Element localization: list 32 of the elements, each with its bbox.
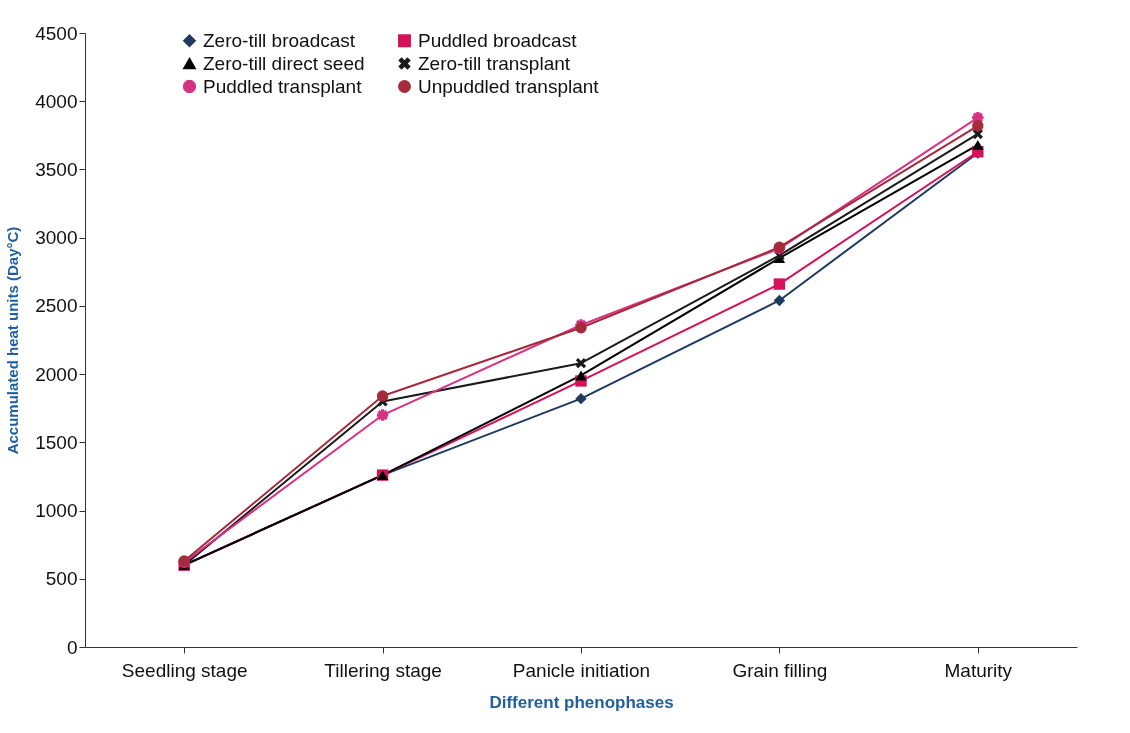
y-tick-label: 3000 (35, 227, 78, 249)
point (972, 120, 984, 132)
legend-label: Zero-till direct seed (203, 52, 365, 74)
legend-label: Zero-till broadcast (203, 29, 356, 51)
point (376, 390, 389, 402)
y-tick-label: 4500 (35, 22, 78, 44)
y-tick-label: 2500 (35, 295, 78, 317)
point (575, 370, 587, 381)
point (575, 358, 587, 369)
legend-label: Puddled transplant (203, 75, 363, 97)
y-axis-title: Accumulated heat units (Day°C) (4, 226, 22, 455)
point (773, 294, 786, 307)
legend-label: Puddled broadcast (418, 29, 578, 51)
y-tick-label: 2000 (35, 363, 78, 385)
y-tick-label: 4000 (35, 90, 78, 112)
legend-label: Zero-till transplant (418, 52, 571, 74)
y-tick-label: 0 (66, 636, 78, 658)
x-tick-label: Seedling stage (121, 659, 248, 681)
y-tick-label: 3500 (35, 158, 78, 180)
point (972, 128, 983, 140)
y-tick-label: 500 (45, 568, 78, 590)
y-tick-label: 1500 (35, 431, 78, 453)
x-tick-label: Tillering stage (324, 659, 442, 681)
legend-label: Unpuddled transplant (418, 75, 600, 97)
y-tick-label: 1000 (35, 500, 78, 522)
point (773, 278, 786, 290)
x-axis-title: Different phenophases (489, 692, 674, 712)
point (575, 392, 587, 405)
point (972, 139, 984, 150)
x-tick-label: Grain filling (732, 659, 828, 681)
x-tick-label: Maturity (944, 659, 1013, 681)
x-tick-label: Panicle initiation (512, 659, 651, 681)
